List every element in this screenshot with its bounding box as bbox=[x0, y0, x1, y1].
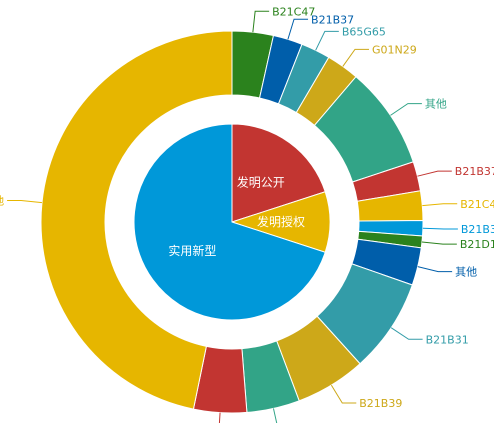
leader-line-1 bbox=[287, 18, 309, 40]
leader-line-7 bbox=[422, 227, 458, 230]
inner-slice-label-1: 发明授权 bbox=[257, 214, 305, 229]
leader-line-11 bbox=[330, 384, 357, 404]
outer-slice-14[interactable] bbox=[40, 30, 233, 410]
leader-line-2 bbox=[315, 30, 339, 51]
outer-slice-label-1: B21B37 bbox=[311, 13, 354, 26]
leader-line-8 bbox=[421, 241, 457, 245]
outer-slice-label-9: 其他 bbox=[455, 266, 477, 279]
leader-line-13 bbox=[218, 412, 221, 423]
outer-slice-label-10: B21B31 bbox=[426, 333, 469, 346]
inner-slice-label-0: 发明公开 bbox=[237, 174, 285, 189]
outer-labels: B21C47B21B37B65G65G01N29其他B21B37B21C47B2… bbox=[0, 5, 494, 423]
leader-line-10 bbox=[390, 327, 423, 340]
leader-line-14 bbox=[7, 199, 43, 204]
outer-slice-label-7: B21B31 bbox=[461, 223, 494, 236]
leader-line-9 bbox=[417, 266, 453, 273]
outer-slice-label-11: B21B39 bbox=[359, 397, 402, 410]
outer-slice-label-14: 其他 bbox=[0, 194, 4, 207]
outer-slice-label-6: B21C47 bbox=[460, 198, 494, 211]
leader-line-0 bbox=[252, 10, 270, 33]
outer-slice-label-3: G01N29 bbox=[372, 43, 417, 56]
outer-ring bbox=[40, 30, 424, 414]
inner-slice-0[interactable] bbox=[231, 123, 326, 223]
leader-line-3 bbox=[342, 48, 369, 67]
outer-slice-label-0: B21C47 bbox=[272, 5, 315, 18]
leader-line-6 bbox=[422, 203, 458, 207]
outer-slice-label-5: B21B37 bbox=[455, 165, 494, 178]
leader-line-5 bbox=[417, 170, 452, 177]
outer-slice-label-8: B21D1 bbox=[460, 238, 494, 251]
inner-slice-2[interactable] bbox=[133, 123, 326, 321]
outer-slice-label-4: 其他 bbox=[425, 98, 447, 111]
outer-slice-label-2: B65G65 bbox=[342, 25, 386, 38]
leader-line-12 bbox=[272, 408, 278, 423]
leader-line-4 bbox=[390, 103, 422, 116]
inner-slice-label-2: 实用新型 bbox=[168, 243, 216, 258]
